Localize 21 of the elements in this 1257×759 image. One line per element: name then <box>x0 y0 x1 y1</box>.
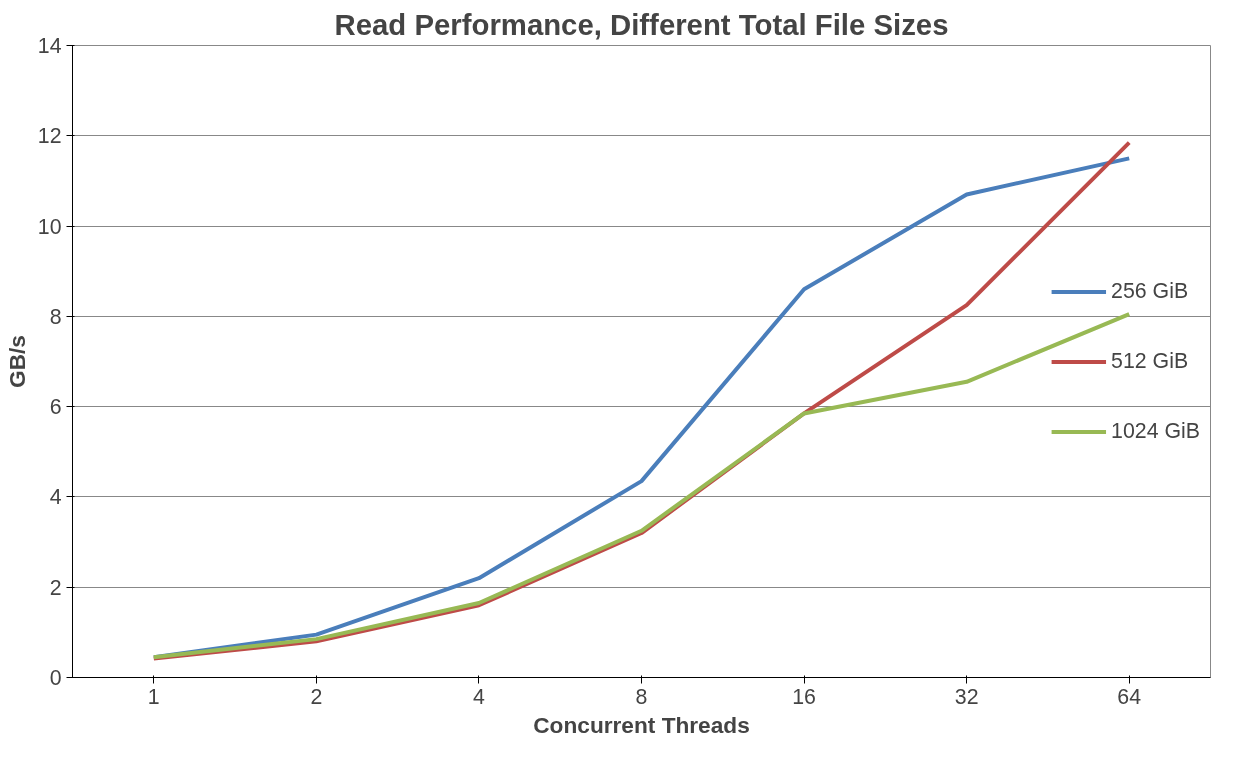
x-tick-label: 2 <box>310 684 323 709</box>
x-tick-label: 8 <box>635 684 648 709</box>
x-tick-label: 64 <box>1117 684 1142 709</box>
legend-label: 1024 GiB <box>1111 418 1200 444</box>
x-tick-label: 1 <box>147 684 160 709</box>
legend-label: 256 GiB <box>1111 278 1189 304</box>
y-tick-label: 12 <box>37 124 62 149</box>
y-tick-label: 14 <box>37 34 62 58</box>
y-tick-label: 8 <box>49 304 62 329</box>
x-tick-label: 4 <box>473 684 485 709</box>
x-tick-label: 32 <box>954 684 979 709</box>
y-tick-label: 6 <box>49 395 62 420</box>
y-tick-label: 10 <box>37 214 62 239</box>
x-axis-title: Concurrent Threads <box>533 711 750 738</box>
y-axis-title: GB/s <box>3 335 30 388</box>
chart-title: Read Performance, Different Total File Sizes <box>334 7 949 41</box>
y-tick-label: 4 <box>49 485 62 510</box>
x-tick-label: 16 <box>792 684 816 709</box>
y-tick-label: 0 <box>49 666 62 690</box>
y-tick-label: 2 <box>49 575 62 600</box>
legend-label: 512 GiB <box>1111 348 1189 374</box>
